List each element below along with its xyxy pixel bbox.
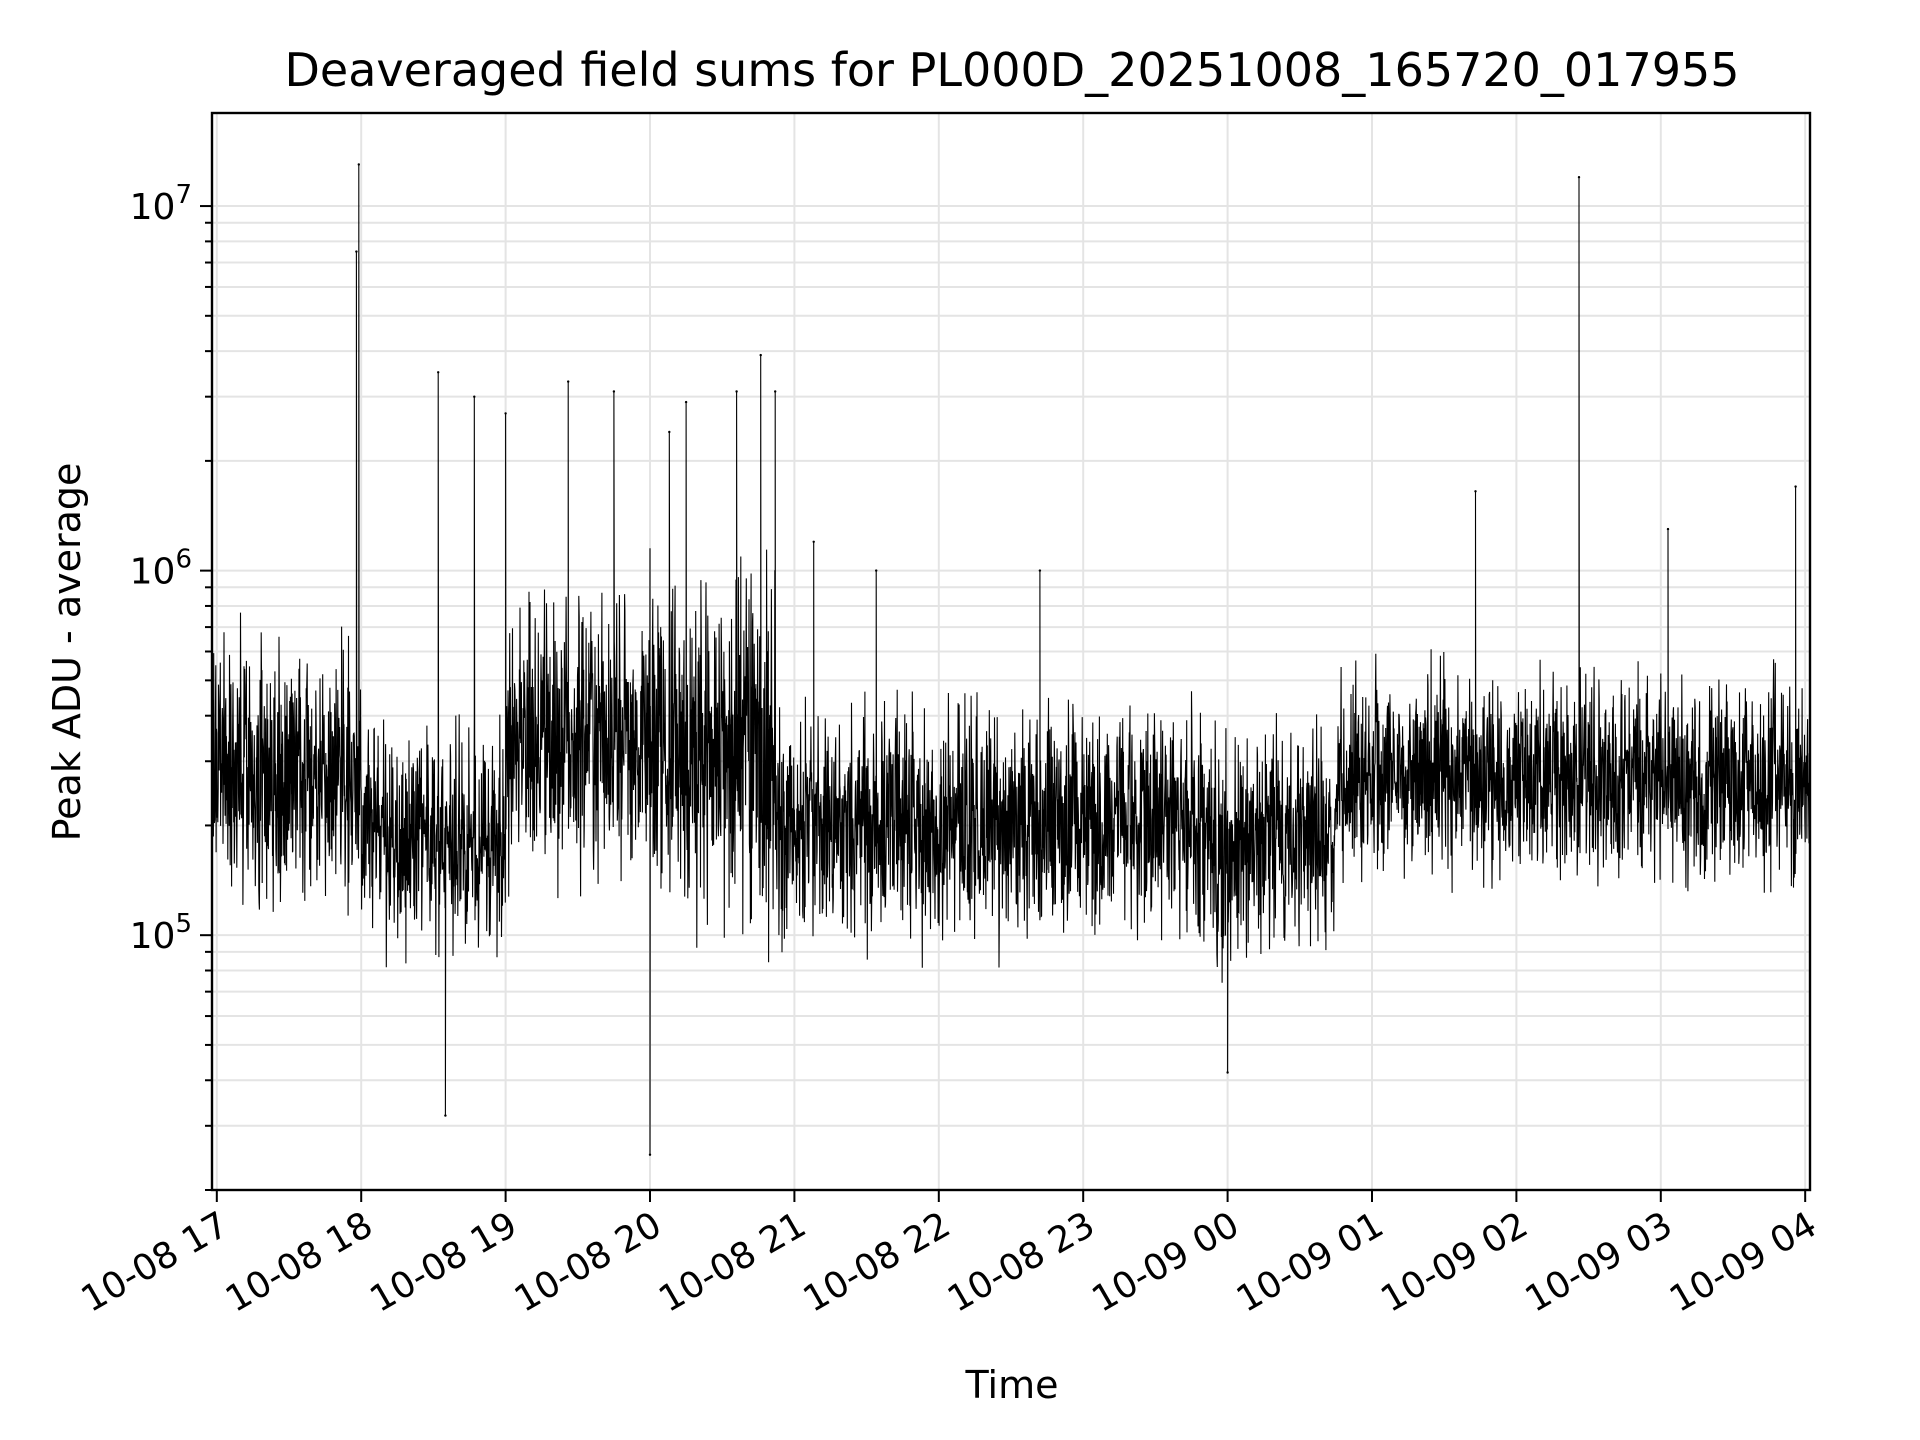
- data-point: [567, 380, 570, 383]
- data-point: [444, 1114, 447, 1117]
- data-point: [668, 430, 671, 434]
- data-point: [357, 163, 360, 166]
- x-axis-label: Time: [965, 1363, 1059, 1407]
- chart-title: Deaveraged field sums for PL000D_2025100…: [284, 43, 1739, 97]
- data-point: [1038, 569, 1042, 572]
- data-point: [875, 569, 878, 572]
- data-point: [1794, 485, 1797, 488]
- data-point: [355, 250, 358, 253]
- data-point: [504, 412, 507, 415]
- data-point: [759, 353, 762, 357]
- y-tick-label: 107: [130, 180, 192, 228]
- series: [211, 163, 1811, 1156]
- data-point: [1226, 1071, 1229, 1074]
- data-point: [1474, 490, 1477, 493]
- data-point: [437, 371, 440, 374]
- y-tick-exponent: 5: [175, 909, 192, 939]
- series-line: [211, 164, 1811, 1155]
- y-tick-base: 10: [130, 552, 176, 593]
- y-tick-label: 106: [130, 545, 192, 593]
- y-axis-label: Peak ADU - average: [45, 463, 89, 842]
- data-point: [774, 390, 777, 393]
- y-tick-exponent: 7: [175, 180, 192, 210]
- y-tick-base: 10: [130, 916, 176, 957]
- data-point: [684, 400, 688, 404]
- data-point: [735, 390, 738, 393]
- y-tick-label: 105: [130, 909, 192, 957]
- data-point: [473, 395, 476, 398]
- y-tick-exponent: 6: [175, 545, 192, 575]
- data-point: [1577, 176, 1581, 179]
- y-tick-base: 10: [130, 187, 176, 228]
- data-point: [648, 1153, 652, 1156]
- data-point: [612, 390, 616, 393]
- data-point: [1666, 527, 1670, 531]
- data-point: [812, 540, 815, 543]
